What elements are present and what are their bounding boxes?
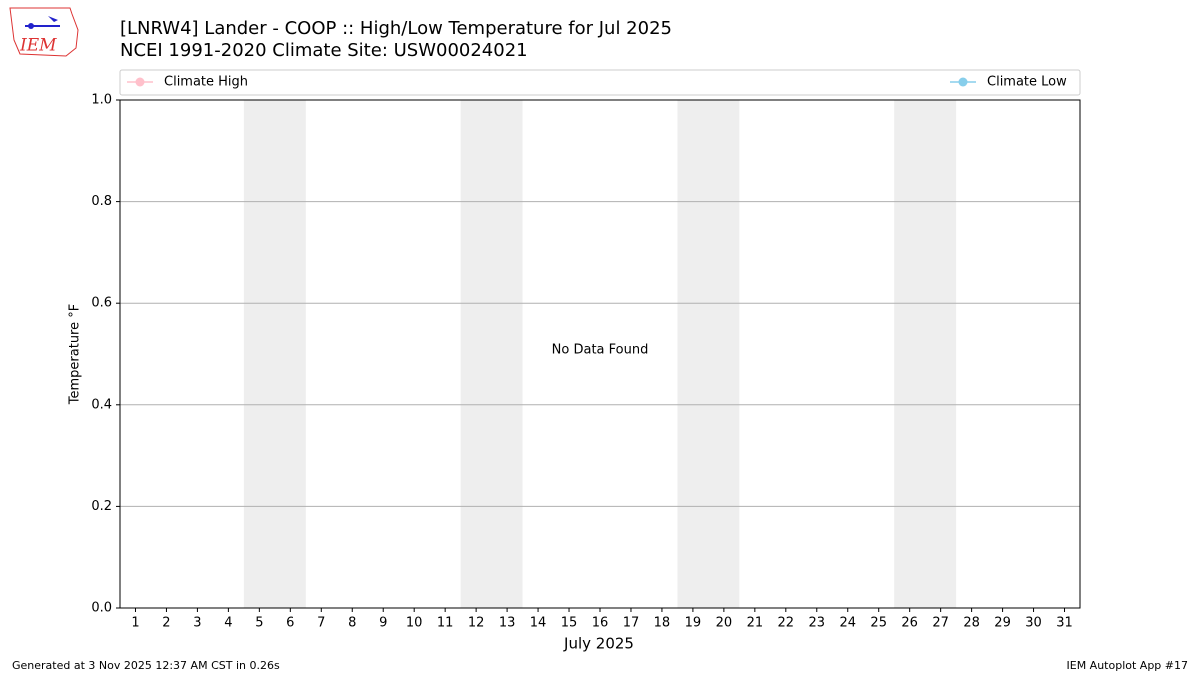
footer-right: IEM Autoplot App #17 bbox=[1067, 659, 1189, 672]
x-tick-label: 1 bbox=[131, 616, 139, 631]
x-tick-label: 25 bbox=[870, 616, 887, 631]
legend-box bbox=[119, 69, 1081, 96]
legend-marker bbox=[958, 77, 968, 87]
x-tick-label: 23 bbox=[809, 616, 826, 631]
weekend-band bbox=[677, 100, 740, 608]
x-axis-label: July 2025 bbox=[563, 635, 634, 653]
x-tick-label: 30 bbox=[1025, 616, 1042, 631]
x-tick-label: 18 bbox=[654, 616, 671, 631]
x-tick-label: 20 bbox=[716, 616, 733, 631]
x-tick-label: 15 bbox=[561, 616, 578, 631]
x-tick-label: 26 bbox=[901, 616, 918, 631]
x-tick-label: 11 bbox=[437, 616, 454, 631]
x-tick-label: 24 bbox=[839, 616, 856, 631]
chart-subtitle: NCEI 1991-2020 Climate Site: USW00024021 bbox=[120, 40, 528, 61]
y-tick-label: 0.4 bbox=[91, 397, 112, 412]
x-tick-label: 17 bbox=[623, 616, 640, 631]
x-tick-label: 29 bbox=[994, 616, 1011, 631]
x-tick-label: 21 bbox=[747, 616, 764, 631]
x-tick-label: 12 bbox=[468, 616, 485, 631]
x-tick-label: 13 bbox=[499, 616, 516, 631]
x-tick-label: 10 bbox=[406, 616, 423, 631]
x-tick-label: 7 bbox=[317, 616, 325, 631]
x-tick-label: 6 bbox=[286, 616, 294, 631]
x-tick-label: 19 bbox=[685, 616, 702, 631]
x-tick-label: 3 bbox=[193, 616, 201, 631]
y-tick-label: 1.0 bbox=[91, 93, 112, 108]
x-tick-label: 5 bbox=[255, 616, 263, 631]
footer-left: Generated at 3 Nov 2025 12:37 AM CST in … bbox=[12, 659, 280, 672]
logo: IEM bbox=[9, 7, 79, 57]
legend-label: Climate Low bbox=[987, 75, 1067, 90]
logo-text: IEM bbox=[19, 36, 57, 56]
annotation: No Data Found bbox=[552, 343, 649, 358]
weekend-band bbox=[460, 100, 523, 608]
legend-marker bbox=[135, 77, 145, 87]
x-tick-label: 31 bbox=[1056, 616, 1073, 631]
weekend-band bbox=[894, 100, 957, 608]
chart-title: [LNRW4] Lander - COOP :: High/Low Temper… bbox=[120, 18, 672, 39]
x-tick-label: 4 bbox=[224, 616, 232, 631]
y-tick-label: 0.0 bbox=[91, 601, 112, 616]
y-tick-label: 0.2 bbox=[91, 499, 112, 514]
x-tick-label: 16 bbox=[592, 616, 609, 631]
x-tick-label: 22 bbox=[778, 616, 795, 631]
x-tick-label: 27 bbox=[932, 616, 949, 631]
x-tick-label: 2 bbox=[162, 616, 170, 631]
y-tick-label: 0.6 bbox=[91, 296, 112, 311]
weekend-band bbox=[243, 100, 306, 608]
x-tick-label: 28 bbox=[963, 616, 980, 631]
y-tick-label: 0.8 bbox=[91, 194, 112, 209]
legend-label: Climate High bbox=[164, 75, 248, 90]
x-tick-label: 14 bbox=[530, 616, 547, 631]
plot-frame bbox=[119, 99, 1081, 609]
x-tick-label: 9 bbox=[379, 616, 387, 631]
y-axis-label: Temperature °F bbox=[68, 304, 83, 405]
x-tick-label: 8 bbox=[348, 616, 356, 631]
